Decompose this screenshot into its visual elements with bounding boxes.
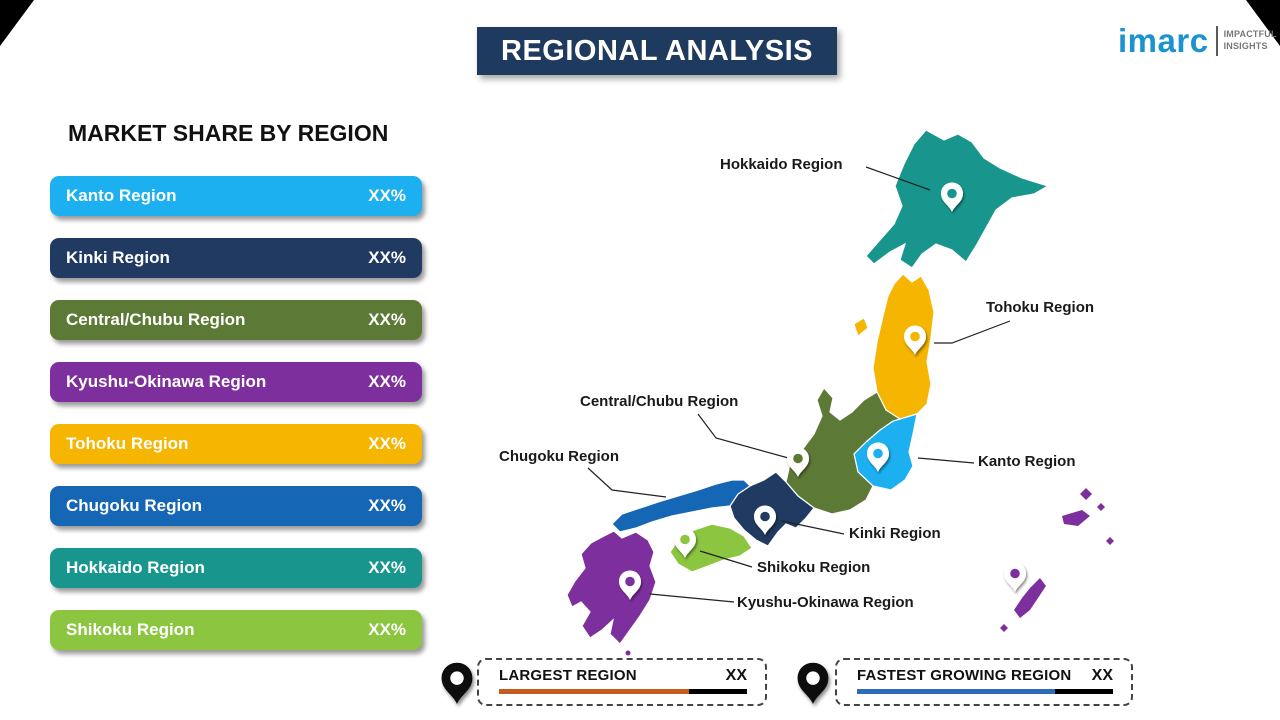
map-pin-icon-hokkaido [941,182,963,212]
callout-lines [587,166,1011,603]
legend-fastest-label: FASTEST GROWING REGION [857,667,1072,684]
legend-largest-bar [499,689,747,694]
region-bar-value: XX% [368,434,406,453]
map-label-kinki: Kinki Region [849,525,941,542]
region-bar-label: Kinki Region [66,248,170,267]
callout-chubu [697,413,793,460]
market-share-bar-kyushu-okinawa: Kyushu-Okinawa Region XX% [50,362,422,402]
map-island-okinawa-main [1014,578,1046,618]
region-bar-value: XX% [368,248,406,267]
market-share-bar-chubu: Central/Chubu Region XX% [50,300,422,340]
map-label-shikoku: Shikoku Region [757,559,871,576]
map-island-okinawa-2 [1097,503,1105,511]
map-island-okinawa-1 [1080,488,1092,500]
callout-kyushu-okinawa [649,593,735,603]
callout-kinki [781,520,845,535]
market-share-bar-shikoku: Shikoku Region XX% [50,610,422,650]
logo-divider [1215,25,1218,56]
region-bar-value: XX% [368,620,406,639]
legend-fastest-growing-region: FASTEST GROWING REGION XX [835,658,1133,706]
map-region-kyushu [566,530,657,645]
region-bar-value: XX% [368,496,406,515]
callout-kanto [917,457,975,464]
market-share-list: Kanto Region XX% Kinki Region XX% Centra… [50,176,422,672]
map-label-kyushu-okinawa: Kyushu-Okinawa Region [737,594,914,611]
map-label-hokkaido: Hokkaido Region [720,156,843,173]
map-island-okinawa-4 [1106,537,1114,545]
imarc-logo-brand: imarc [1118,22,1209,59]
map-pin-icon-kinki [754,505,776,535]
legend-largest-label: LARGEST REGION [499,667,637,684]
map-label-chubu: Central/Chubu Region [580,393,739,410]
callout-hokkaido [865,166,931,191]
legend-fastest-value: XX [1091,667,1113,684]
legend-largest-bar-black [689,689,747,694]
region-bar-label: Kyushu-Okinawa Region [66,372,267,391]
map-island-kyushu-south-1 [625,650,631,656]
legend-fastest-bar [857,689,1113,694]
callout-tohoku [934,320,1011,344]
callout-chugoku [587,467,667,498]
legend-largest-value: XX [725,667,747,684]
market-share-bar-kanto: Kanto Region XX% [50,176,422,216]
imarc-logo-tagline: IMPACTFUL INSIGHTS [1223,29,1277,51]
region-bar-value: XX% [368,372,406,391]
market-share-bar-kinki: Kinki Region XX% [50,238,422,278]
legend-pin-icon-fastest [797,662,829,704]
map-island-okinawa-3 [1062,510,1090,526]
map-region-chugoku [611,479,751,533]
map-pin-icon-kanto [867,442,889,472]
legend-largest-bar-color [499,689,689,694]
legend-fastest-bar-color [857,689,1055,694]
region-bar-value: XX% [368,558,406,577]
market-share-heading: MARKET SHARE BY REGION [68,120,389,146]
map-label-tohoku: Tohoku Region [986,299,1095,316]
region-bar-label: Chugoku Region [66,496,202,515]
imarc-logo: imarc IMPACTFUL INSIGHTS [1118,24,1277,57]
map-pin-icon-chubu [787,447,809,477]
map-label-kanto: Kanto Region [978,453,1076,470]
map-island-sado [853,317,869,337]
market-share-bar-tohoku: Tohoku Region XX% [50,424,422,464]
map-region-tohoku [872,273,935,420]
legend-largest-region: LARGEST REGION XX [477,658,767,706]
region-bar-value: XX% [368,310,406,329]
map-pin-icon-tohoku [904,325,926,355]
map-pin-icon-shikoku [674,528,696,558]
map-label-chugoku: Chugoku Region [499,448,619,465]
map-pin-icon-okinawa [1004,562,1026,592]
legend-fastest-bar-black [1055,689,1113,694]
page-title: REGIONAL ANALYSIS [477,27,837,75]
region-bar-label: Central/Chubu Region [66,310,246,329]
market-share-bar-chugoku: Chugoku Region XX% [50,486,422,526]
region-bar-label: Shikoku Region [66,620,195,639]
region-bar-label: Hokkaido Region [66,558,205,577]
map-island-okinawa-5 [1000,624,1008,632]
region-bar-value: XX% [368,186,406,205]
legend-pin-icon-largest [441,662,473,704]
callout-shikoku [699,550,753,568]
map-pin-icon-kyushu [619,570,641,600]
region-bar-label: Tohoku Region [66,434,189,453]
market-share-bar-hokkaido: Hokkaido Region XX% [50,548,422,588]
region-bar-label: Kanto Region [66,186,177,205]
